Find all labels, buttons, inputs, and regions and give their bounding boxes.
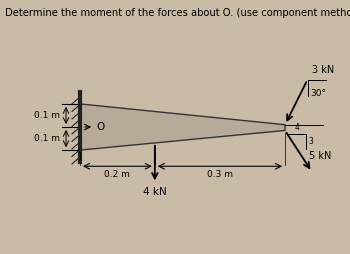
Text: 4 kN: 4 kN: [143, 187, 167, 197]
Text: 3 kN: 3 kN: [312, 65, 334, 75]
Text: Determine the moment of the forces about O. (use component method): Determine the moment of the forces about…: [5, 8, 350, 18]
Text: 4: 4: [295, 123, 300, 132]
Text: 30°: 30°: [310, 89, 327, 98]
Text: 0.2 m: 0.2 m: [104, 170, 130, 179]
Text: 0.1 m: 0.1 m: [34, 134, 60, 143]
Text: O: O: [96, 122, 104, 132]
Polygon shape: [80, 104, 285, 150]
Text: 0.3 m: 0.3 m: [207, 170, 233, 179]
Text: 0.1 m: 0.1 m: [34, 111, 60, 120]
Text: 5 kN: 5 kN: [309, 151, 331, 161]
Text: 3: 3: [308, 137, 313, 146]
